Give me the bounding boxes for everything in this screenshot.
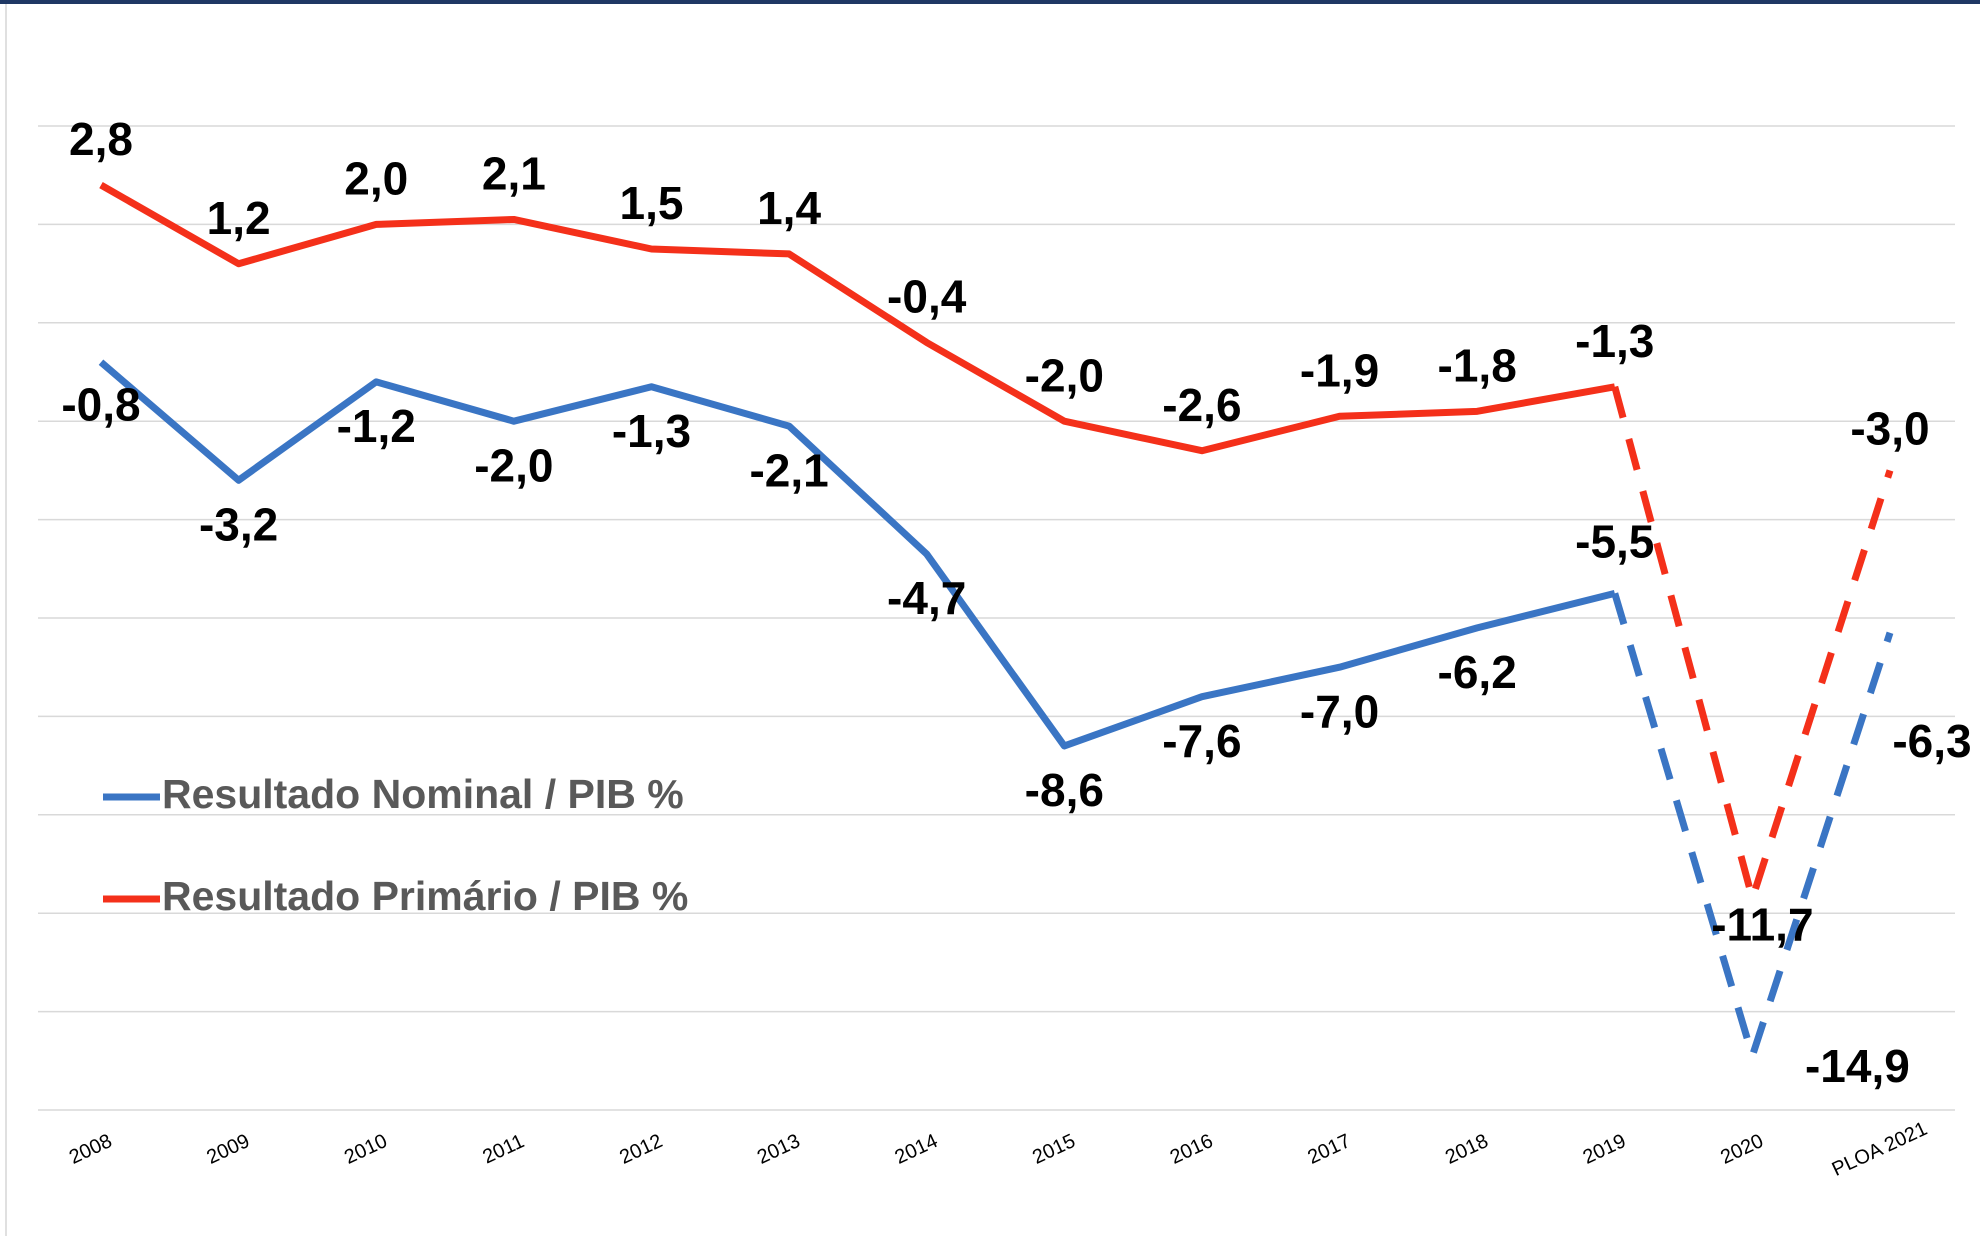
data-label: -1,2: [337, 400, 416, 452]
data-label: -6,2: [1438, 646, 1517, 698]
data-label: -5,5: [1575, 516, 1654, 568]
x-tick-label: 2008: [66, 1130, 116, 1169]
data-label: -2,6: [1162, 379, 1241, 431]
x-tick-label: 2019: [1580, 1130, 1630, 1169]
data-label: -7,6: [1162, 715, 1241, 767]
data-label: -6,3: [1892, 715, 1971, 767]
x-tick-label: 2020: [1717, 1130, 1767, 1169]
x-tick-label: 2009: [203, 1130, 253, 1169]
data-label: -4,7: [887, 572, 966, 624]
series-line: [99, 182, 1616, 455]
data-label: -3,0: [1850, 403, 1929, 455]
x-tick-label: 2011: [479, 1130, 527, 1168]
x-tick-label: PLOA 2021: [1829, 1118, 1931, 1181]
data-label: -1,8: [1438, 340, 1517, 392]
data-label: 1,2: [207, 192, 271, 244]
data-label: 2,1: [482, 148, 546, 200]
data-label: -7,0: [1300, 685, 1379, 737]
series-line: [1611, 385, 1894, 902]
x-tick-label: 2016: [1167, 1130, 1217, 1169]
data-label: -0,8: [61, 378, 140, 430]
x-tick-label: 2014: [892, 1130, 942, 1169]
x-tick-label: 2017: [1304, 1130, 1354, 1169]
series-line: [1611, 592, 1894, 1060]
x-tick-label: 2012: [616, 1130, 666, 1169]
data-label: -2,1: [749, 444, 828, 496]
legend-label: Resultado Nominal / PIB %: [162, 771, 684, 817]
data-label: -2,0: [474, 439, 553, 491]
legend-label: Resultado Primário / PIB %: [162, 873, 688, 919]
x-tick-label: 2010: [341, 1130, 391, 1169]
x-tick-label: 2018: [1442, 1130, 1492, 1169]
data-label: -1,3: [612, 405, 691, 457]
data-label: 2,0: [344, 153, 408, 205]
data-label: -14,9: [1805, 1040, 1910, 1092]
data-label: -1,3: [1575, 315, 1654, 367]
data-label: -1,9: [1300, 344, 1379, 396]
data-label: 2,8: [69, 113, 133, 165]
data-label: -0,4: [887, 271, 967, 323]
data-label: -8,6: [1025, 764, 1104, 816]
data-label: 1,4: [757, 182, 821, 234]
x-tick-label: 2015: [1029, 1130, 1079, 1169]
data-label: -2,0: [1025, 349, 1104, 401]
top-bar: [0, 0, 1980, 4]
x-tick-label: 2013: [754, 1130, 804, 1169]
series-line: [98, 359, 1616, 750]
data-label: -3,2: [199, 498, 278, 550]
data-label: 1,5: [619, 177, 683, 229]
data-label: -11,7: [1711, 899, 1813, 951]
